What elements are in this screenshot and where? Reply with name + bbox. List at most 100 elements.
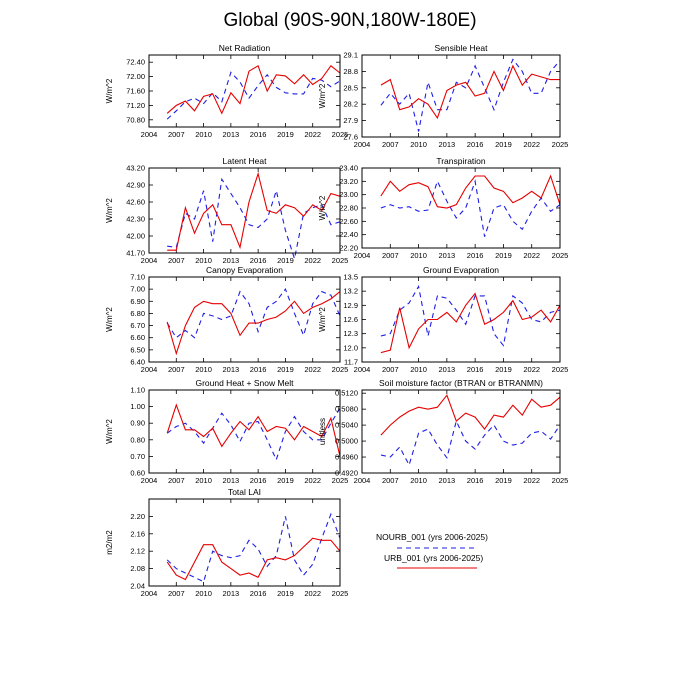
y-tick-label: 70.80 [126,115,145,124]
y-tick-label: 6.80 [130,309,145,318]
chart-panel-8: Soil moisture factor (BTRAN or BTRANMN) 0… [318,378,568,485]
y-tick-label: 27.6 [343,133,358,142]
x-tick-label: 2025 [332,476,349,485]
plot-frame [361,276,561,363]
x-tick-label: 2016 [467,476,484,485]
x-tick-label: 2016 [250,365,267,374]
plot-frame [148,276,341,363]
plot-frame [148,167,341,254]
plot-frame [361,54,561,138]
y-axis-label: W/m^2 [105,419,114,444]
x-tick-label: 2013 [439,365,456,374]
series-line-nourb-001 [166,71,341,120]
x-tick-label: 2022 [523,251,540,260]
panel-title: Transpiration [436,156,486,166]
x-tick-label: 2004 [141,476,158,485]
y-tick-label: 0.5040 [335,421,358,430]
x-tick-label: 2016 [250,130,267,139]
x-tick-label: 2013 [439,251,456,260]
figure-title: Global (90S-90N,180W-180E) [223,10,476,31]
x-tick-label: 2010 [410,251,427,260]
plot-frame [148,389,341,474]
y-tick-label: 28.8 [343,67,358,76]
series-line-urb-001 [166,291,341,356]
x-tick-label: 2013 [223,130,240,139]
y-tick-label: 6.60 [130,333,145,342]
x-tick-label: 2019 [495,140,512,149]
y-tick-label: 72.00 [126,72,145,81]
chart-panel-5: Canopy Evaporation 6.40 6.50 6.60 6.70 6.80 6.… [105,265,348,374]
y-tick-label: 42.60 [126,198,145,207]
y-tick-label: 2.12 [130,547,145,556]
plot-frame [361,167,561,249]
x-tick-label: 2010 [195,589,212,598]
y-tick-label: 72.40 [126,58,145,67]
y-tick-label: 22.80 [339,204,358,213]
x-tick-label: 2016 [250,256,267,265]
series-line-urb-001 [380,394,561,436]
series-line-nourb-001 [380,179,561,237]
x-tick-label: 2007 [168,130,185,139]
series-line-nourb-001 [166,408,341,462]
y-tick-label: 28.2 [343,100,358,109]
x-tick-label: 2010 [410,365,427,374]
series-line-nourb-001 [380,58,561,132]
y-tick-label: 6.90 [130,297,145,306]
panel-title: Soil moisture factor (BTRAN or BTRANMN) [379,378,543,388]
y-tick-label: 29.1 [343,51,358,60]
y-tick-label: 12.6 [343,315,358,324]
y-tick-label: 0.5120 [335,389,358,398]
panel-title: Total LAI [228,487,261,497]
x-tick-label: 2022 [304,256,321,265]
chart-panel-7: Ground Heat + Snow Melt 0.60 0.70 0.80 0.90 1… [105,378,348,485]
x-tick-label: 2022 [304,365,321,374]
x-tick-label: 2022 [304,476,321,485]
y-tick-label: 22.20 [339,244,358,253]
panel-title: Canopy Evaporation [206,265,283,275]
y-tick-label: 42.00 [126,232,145,241]
y-tick-label: 42.90 [126,181,145,190]
x-tick-label: 2004 [141,365,158,374]
x-tick-label: 2016 [467,251,484,260]
y-tick-label: 71.60 [126,87,145,96]
y-tick-label: 7.00 [130,285,145,294]
x-tick-label: 2010 [410,140,427,149]
y-axis-label: W/m^2 [318,83,327,108]
x-tick-label: 2007 [168,476,185,485]
y-tick-label: 41.70 [126,249,145,258]
x-tick-label: 2025 [332,589,349,598]
x-tick-label: 2007 [382,476,399,485]
x-tick-label: 2019 [277,589,294,598]
x-tick-label: 2007 [382,251,399,260]
y-tick-label: 42.30 [126,215,145,224]
legend-label-urb: URB_001 (yrs 2006-2025) [384,553,483,563]
x-tick-label: 2016 [467,140,484,149]
legend-label-nourb: NOURB_001 (yrs 2006-2025) [376,532,488,542]
x-tick-label: 2013 [223,256,240,265]
x-tick-label: 2019 [495,476,512,485]
y-tick-label: 22.40 [339,230,358,239]
x-tick-label: 2016 [250,589,267,598]
x-tick-label: 2016 [467,365,484,374]
x-tick-label: 2025 [332,365,349,374]
chart-panel-9: Total LAI 2.04 2.08 2.12 2.16 2.20 2004 2007 201… [105,487,348,598]
x-tick-label: 2025 [332,256,349,265]
x-tick-label: 2007 [382,140,399,149]
y-tick-label: 1.00 [130,402,145,411]
y-axis-label: m2/m2 [105,530,114,555]
y-tick-label: 6.50 [130,345,145,354]
y-tick-label: 0.90 [130,419,145,428]
panel-title: Ground Evaporation [423,265,499,275]
x-tick-label: 2010 [410,476,427,485]
y-tick-label: 12.0 [343,343,358,352]
y-tick-label: 23.20 [339,177,358,186]
series-line-nourb-001 [167,177,341,261]
y-tick-label: 12.9 [343,301,358,310]
series-line-urb-001 [166,403,341,457]
panel-title: Net Radiation [219,43,271,53]
x-tick-label: 2004 [141,256,158,265]
y-axis-label: W/m^2 [105,198,114,223]
legend: NOURB_001 (yrs 2006-2025) URB_001 (yrs 2… [376,532,488,569]
y-tick-label: 0.4960 [335,453,358,462]
